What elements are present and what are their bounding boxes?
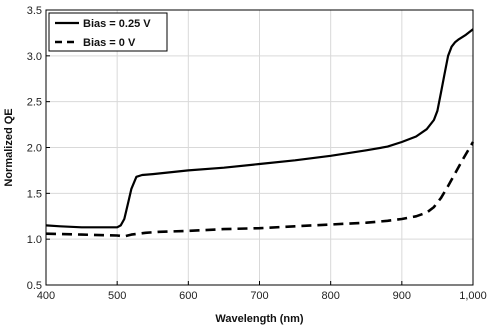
y-tick-label: 0.5 bbox=[27, 280, 42, 292]
legend: Bias = 0.25 V Bias = 0 V bbox=[48, 12, 168, 52]
series-layer bbox=[45, 28, 475, 238]
y-tick-label: 2.5 bbox=[27, 97, 42, 109]
legend-label-bias-025v: Bias = 0.25 V bbox=[83, 18, 151, 30]
x-tick-label: 400 bbox=[37, 290, 55, 302]
x-tick-label: 800 bbox=[321, 290, 339, 302]
x-tick-label: 500 bbox=[108, 290, 126, 302]
legend-box bbox=[48, 12, 168, 52]
x-tick-label: 700 bbox=[250, 290, 268, 302]
y-tick-labels: 0.5 1.0 1.5 2.0 2.5 3.0 3.5 bbox=[27, 5, 42, 292]
y-tick-label: 1.5 bbox=[27, 188, 42, 200]
legend-label-bias-0v: Bias = 0 V bbox=[83, 37, 136, 49]
x-axis-title: Wavelength (nm) bbox=[215, 313, 304, 325]
y-tick-label: 1.0 bbox=[27, 234, 42, 246]
axis-ticks bbox=[45, 9, 474, 286]
series-line-1 bbox=[45, 141, 475, 238]
x-tick-label: 900 bbox=[393, 290, 411, 302]
x-tick-label: 600 bbox=[179, 290, 197, 302]
x-tick-labels: 400 500 600 700 800 900 1,000 bbox=[37, 290, 487, 302]
x-tick-label: 1,000 bbox=[459, 290, 487, 302]
y-tick-label: 2.0 bbox=[27, 143, 42, 155]
y-tick-label: 3.0 bbox=[27, 51, 42, 63]
y-axis-title: Normalized QE bbox=[3, 108, 15, 186]
y-tick-label: 3.5 bbox=[27, 5, 42, 17]
series-line-0 bbox=[45, 28, 474, 229]
